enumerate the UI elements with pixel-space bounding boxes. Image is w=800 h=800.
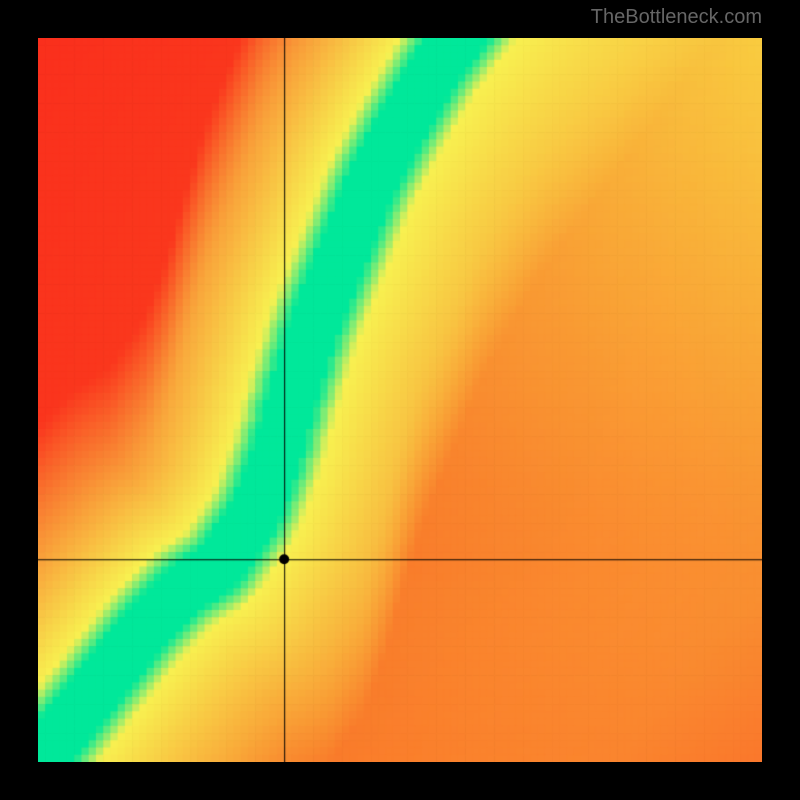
watermark-text: TheBottleneck.com xyxy=(591,6,762,29)
bottleneck-heatmap xyxy=(38,38,762,762)
heatmap-canvas xyxy=(38,38,762,762)
